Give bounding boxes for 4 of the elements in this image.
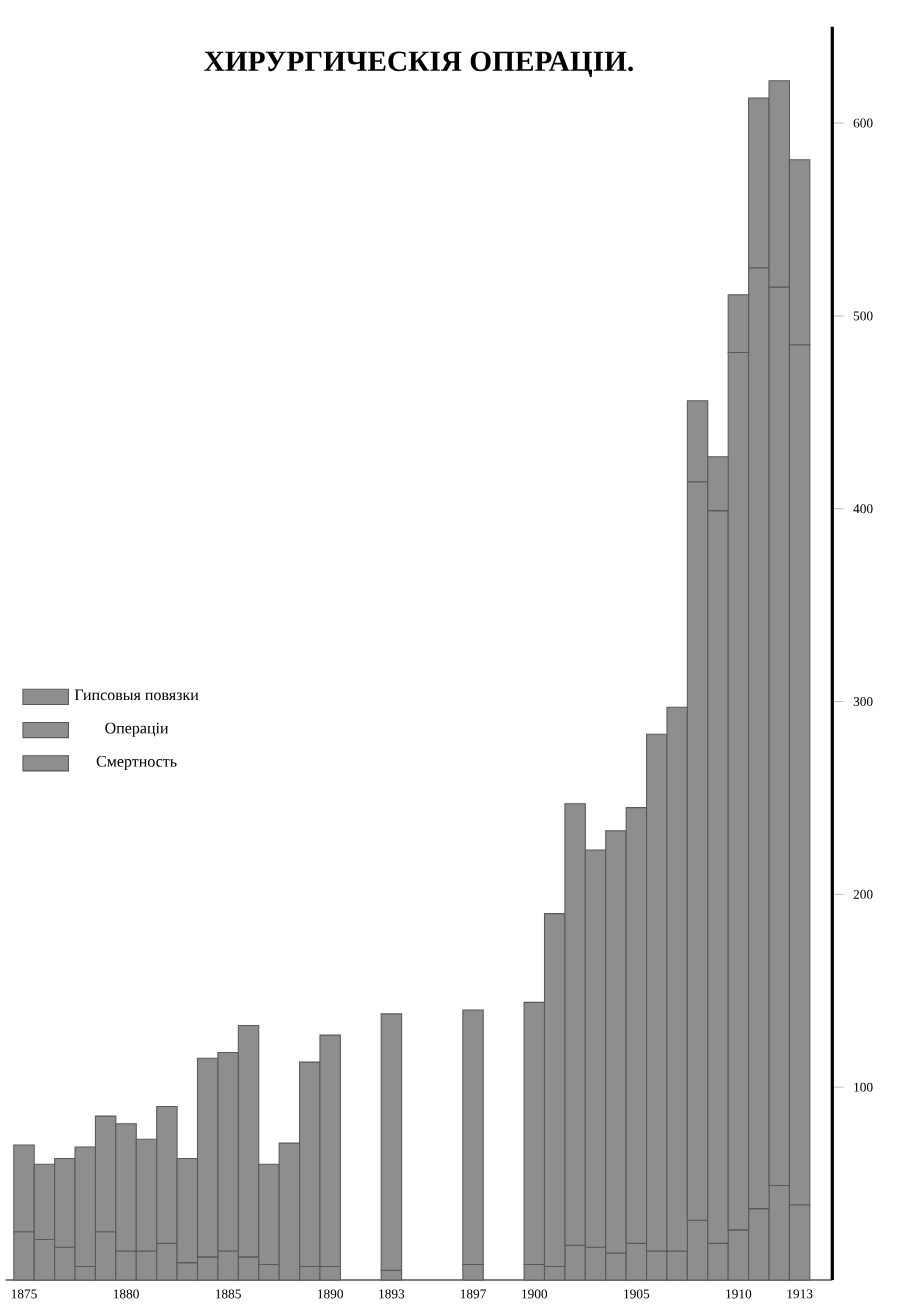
text: ХИРУРГИЧЕСКІЯ ОПЕРАЦІИ. <box>204 51 633 78</box>
legend-label: Смертность <box>96 755 177 771</box>
legend-label: Гипсовыя повязки <box>74 689 199 701</box>
legend-label: Операціи <box>105 722 169 737</box>
